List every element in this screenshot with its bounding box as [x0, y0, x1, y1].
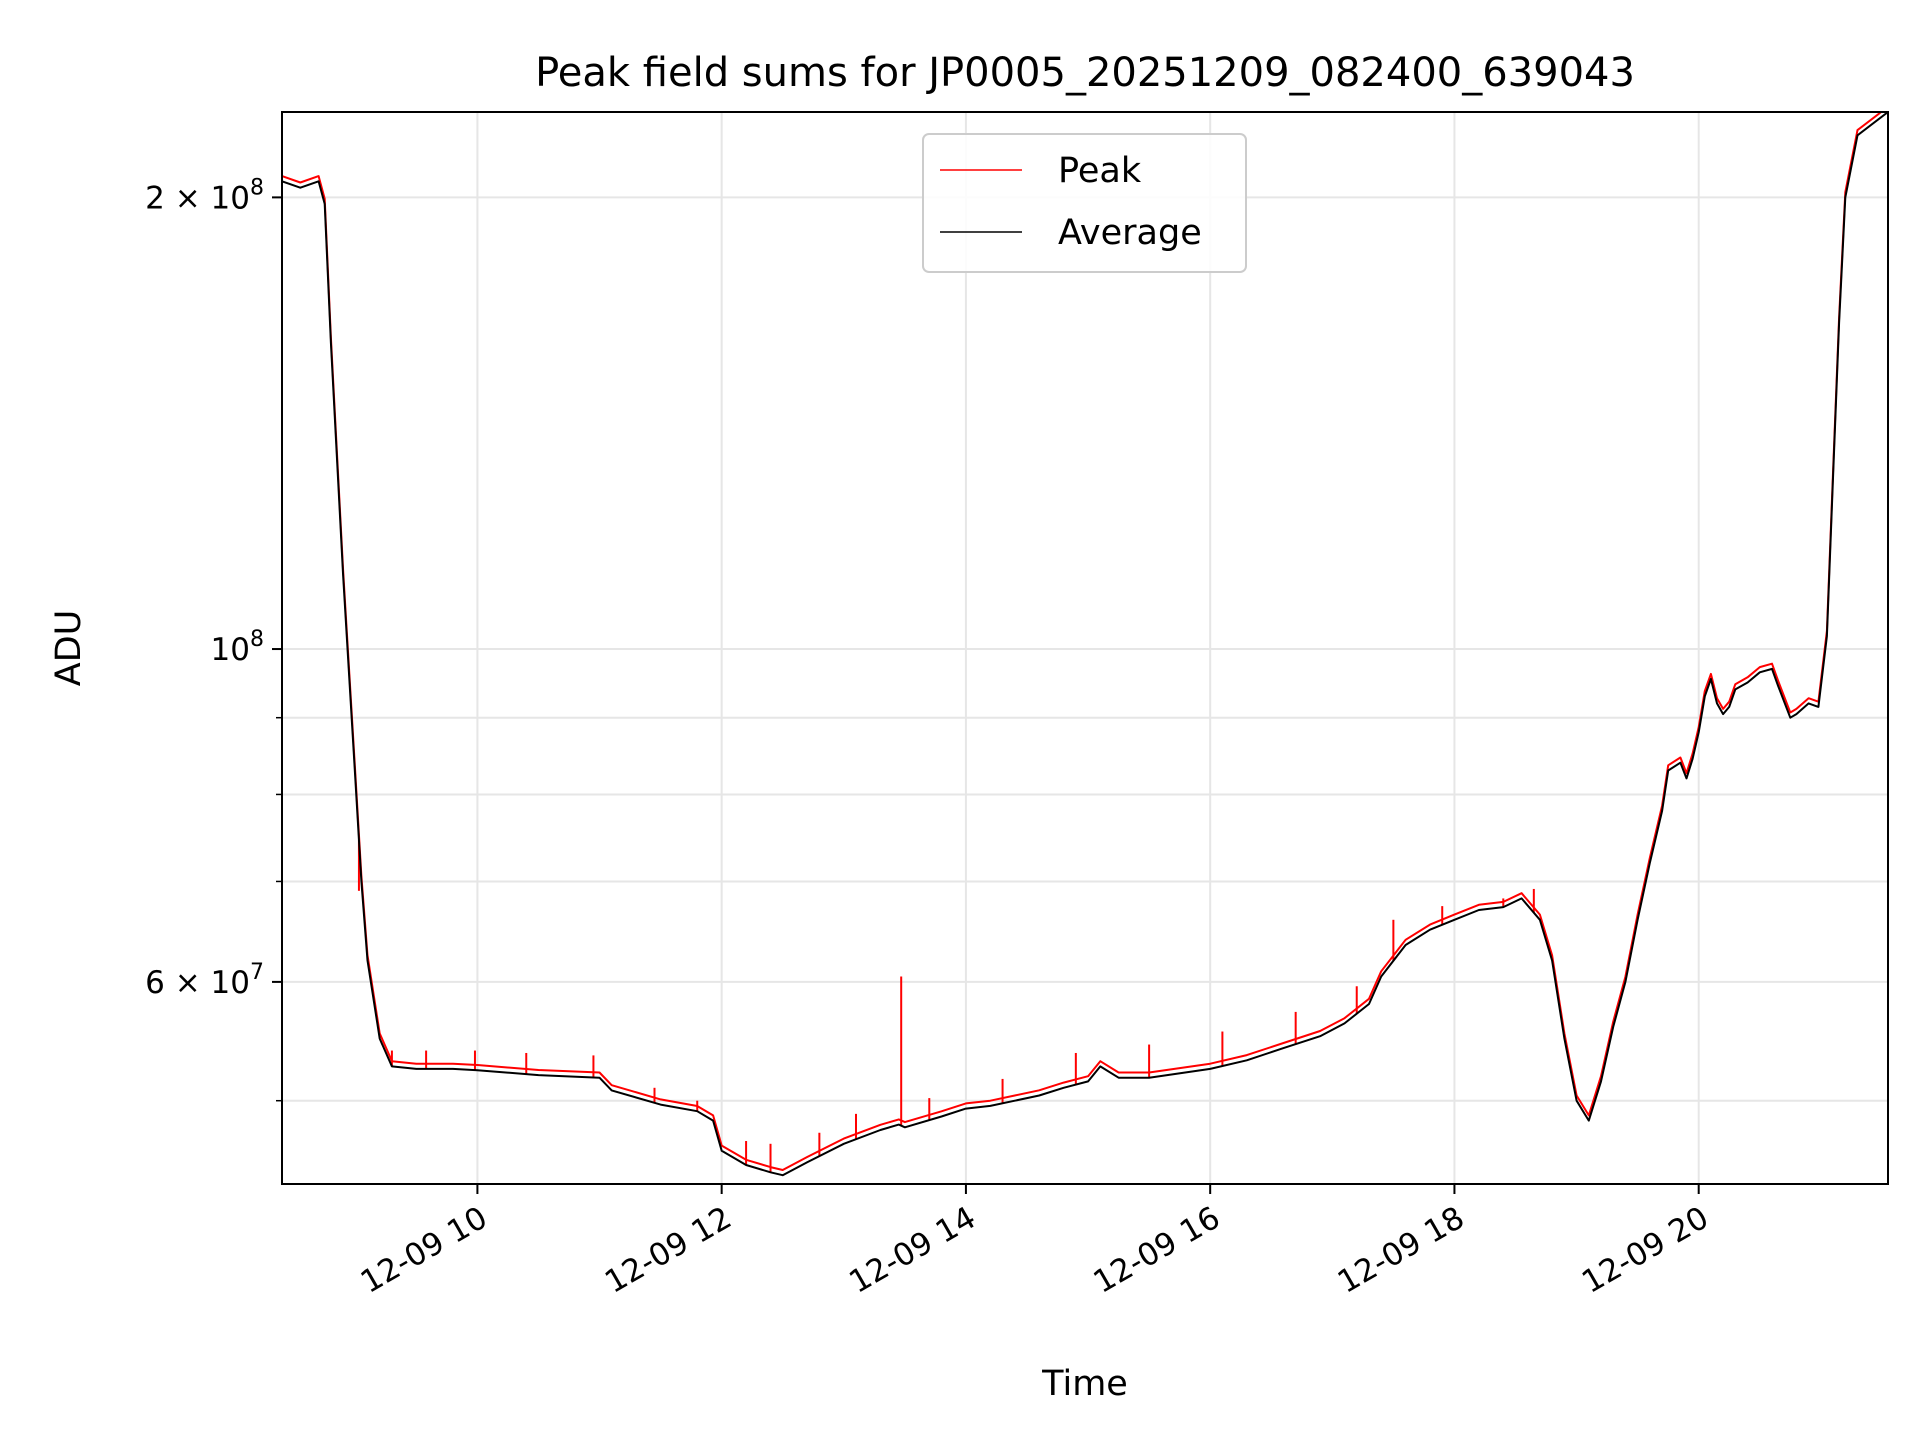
legend-box — [922, 133, 1247, 273]
y-tick-label: 108 — [211, 627, 264, 668]
y-tick-label: 6 × 107 — [145, 960, 264, 1001]
grid-lines — [282, 112, 1888, 1184]
chart-title: Peak field sums for JP0005_20251209_0824… — [535, 50, 1635, 96]
x-axis-label: Time — [1041, 1364, 1128, 1404]
series-group — [282, 112, 1888, 1177]
axes-frame — [281, 111, 1889, 1185]
y-axis-label: ADU — [49, 610, 89, 687]
plot-area — [282, 112, 1888, 1177]
y-tick-label: 2 × 108 — [145, 175, 264, 216]
legend-average-label: Average — [1058, 213, 1202, 253]
legend: Peak Average — [922, 133, 1247, 273]
legend-peak-label: Peak — [1058, 151, 1142, 191]
y-axis-ticks: 6 × 107 108 2 × 108 — [145, 175, 282, 1102]
average-series-line — [282, 112, 1888, 1177]
